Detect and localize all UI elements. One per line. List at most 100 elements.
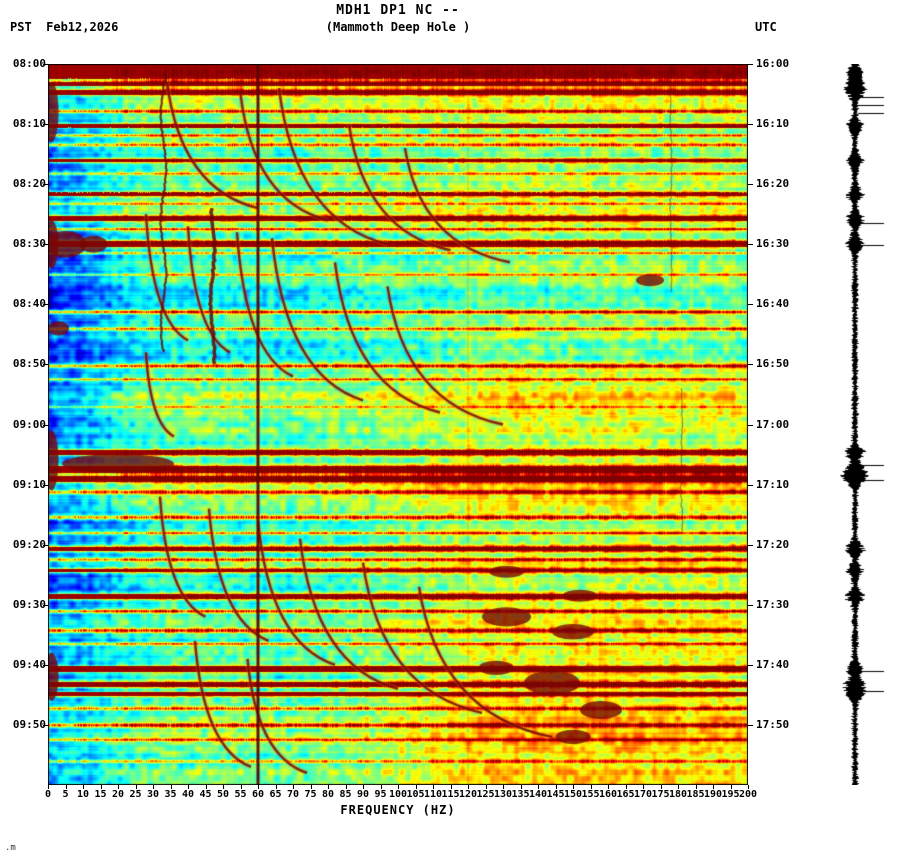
left-time-tick: [43, 544, 48, 546]
frequency-tick-label: 200: [738, 789, 758, 800]
frequency-tick-label: 80: [321, 789, 335, 800]
frequency-tick: [345, 785, 347, 789]
right-time-tick-label: 16:30: [756, 237, 790, 251]
frequency-tick-label: 45: [199, 789, 212, 800]
frequency-tick: [660, 785, 662, 789]
frequency-tick-label: 105: [406, 789, 425, 800]
timezone-date-left: PST Feb12,2026: [10, 20, 119, 34]
frequency-tick-label: 160: [598, 789, 618, 800]
left-time-tick: [43, 724, 48, 726]
frequency-tick: [485, 785, 487, 789]
left-time-tick: [43, 64, 48, 65]
frequency-tick-label: 155: [581, 789, 600, 800]
frequency-tick: [450, 785, 452, 789]
right-time-tick-label: 17:10: [756, 477, 790, 491]
frequency-tick-label: 50: [216, 789, 230, 800]
frequency-tick-label: 180: [668, 789, 688, 800]
right-time-tick-label: 16:20: [756, 177, 790, 191]
left-time-tick: [43, 484, 48, 486]
left-time-tick-label: 09:30: [12, 597, 46, 611]
frequency-tick-label: 170: [633, 789, 653, 800]
frequency-tick: [520, 785, 522, 789]
frequency-tick: [48, 785, 49, 789]
right-time-tick-label: 16:40: [756, 297, 790, 311]
right-time-tick-label: 17:30: [756, 597, 790, 611]
frequency-tick: [100, 785, 102, 789]
frequency-tick-label: 15: [94, 789, 107, 800]
frequency-tick-label: 55: [234, 789, 247, 800]
left-time-tick-label: 09:40: [12, 657, 46, 671]
frequency-tick: [678, 785, 679, 789]
right-time-tick: [748, 424, 753, 426]
frequency-tick-label: 95: [374, 789, 387, 800]
frequency-tick-label: 100: [388, 789, 408, 800]
right-time-tick-label: 17:20: [756, 537, 790, 551]
frequency-tick-label: 65: [269, 789, 282, 800]
frequency-tick: [275, 785, 277, 789]
left-time-tick: [43, 124, 48, 126]
seismogram-trace: [823, 64, 887, 785]
frequency-tick: [380, 785, 382, 789]
frequency-tick-label: 85: [339, 789, 352, 800]
frequency-tick-label: 185: [686, 789, 705, 800]
frequency-tick-label: 190: [703, 789, 723, 800]
frequency-tick: [240, 785, 242, 789]
left-time-tick: [43, 304, 48, 306]
frequency-tick: [118, 785, 119, 789]
frequency-tick: [433, 785, 434, 789]
frequency-tick-label: 60: [251, 789, 265, 800]
frequency-tick: [608, 785, 609, 789]
left-time-tick: [43, 424, 48, 426]
frequency-tick: [713, 785, 714, 789]
left-time-tick-label: 08:10: [12, 117, 46, 131]
frequency-tick-label: 30: [146, 789, 160, 800]
right-time-tick-label: 17:00: [756, 417, 790, 431]
frequency-tick: [153, 785, 154, 789]
frequency-axis-label: FREQUENCY (HZ): [340, 803, 456, 817]
frequency-tick-label: 195: [721, 789, 740, 800]
frequency-tick: [730, 785, 732, 789]
left-time-tick-label: 08:50: [12, 357, 46, 371]
right-time-tick: [748, 364, 753, 366]
frequency-tick-label: 40: [181, 789, 195, 800]
frequency-tick-label: 35: [164, 789, 177, 800]
frequency-tick: [363, 785, 364, 789]
frequency-tick: [293, 785, 294, 789]
frequency-tick: [65, 785, 67, 789]
right-time-tick: [748, 664, 753, 666]
frequency-tick: [503, 785, 504, 789]
frequency-tick: [748, 785, 749, 789]
right-time-tick: [748, 484, 753, 486]
frequency-tick: [135, 785, 137, 789]
left-time-tick: [43, 664, 48, 666]
right-time-tick-label: 16:00: [756, 57, 790, 70]
frequency-tick-label: 0: [44, 789, 52, 800]
station-title: MDH1 DP1 NC --: [336, 3, 460, 18]
frequency-tick-label: 75: [304, 789, 317, 800]
left-time-tick-label: 09:00: [12, 417, 46, 431]
frequency-tick-label: 25: [129, 789, 142, 800]
left-time-tick: [43, 184, 48, 186]
frequency-tick-label: 165: [616, 789, 635, 800]
frequency-tick-label: 125: [476, 789, 495, 800]
frequency-tick-label: 5: [62, 789, 69, 800]
left-time-tick: [43, 604, 48, 606]
frequency-tick: [328, 785, 329, 789]
frequency-tick-label: 140: [528, 789, 548, 800]
left-time-tick-label: 09:20: [12, 537, 46, 551]
frequency-tick: [310, 785, 312, 789]
right-time-tick-label: 17:40: [756, 657, 790, 671]
frequency-tick: [538, 785, 539, 789]
right-time-tick: [748, 244, 753, 246]
corner-artifact: .m: [5, 843, 16, 853]
frequency-tick: [258, 785, 259, 789]
frequency-tick: [398, 785, 399, 789]
right-time-tick: [748, 304, 753, 306]
frequency-tick-label: 110: [423, 789, 443, 800]
left-time-tick-label: 09:50: [12, 717, 46, 731]
frequency-tick: [555, 785, 557, 789]
frequency-tick: [590, 785, 592, 789]
right-time-tick-label: 17:50: [756, 717, 790, 731]
frequency-tick: [223, 785, 224, 789]
